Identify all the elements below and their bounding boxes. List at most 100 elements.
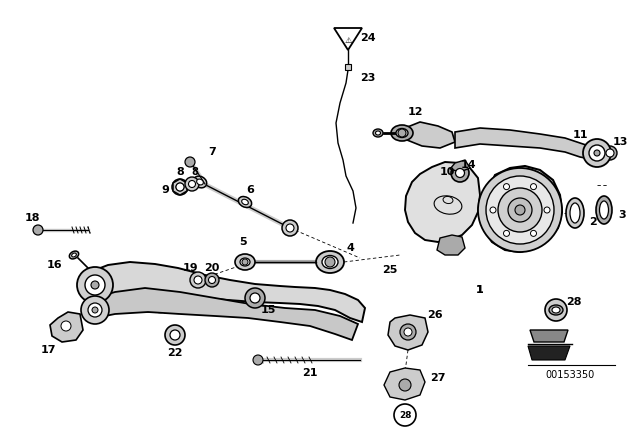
Ellipse shape: [376, 131, 381, 135]
Text: 26: 26: [427, 310, 443, 320]
Circle shape: [85, 275, 105, 295]
Polygon shape: [405, 162, 480, 242]
Text: 3: 3: [618, 210, 626, 220]
Text: 15: 15: [260, 305, 276, 315]
Text: 10: 10: [439, 167, 454, 177]
Ellipse shape: [606, 149, 614, 157]
Circle shape: [242, 259, 248, 265]
Text: 23: 23: [360, 73, 376, 83]
Circle shape: [504, 230, 509, 237]
Circle shape: [508, 198, 532, 222]
Ellipse shape: [549, 305, 563, 315]
Circle shape: [194, 276, 202, 284]
Text: 8: 8: [176, 167, 184, 177]
Circle shape: [545, 299, 567, 321]
Ellipse shape: [72, 253, 76, 257]
Circle shape: [594, 150, 600, 156]
Ellipse shape: [240, 258, 250, 266]
Ellipse shape: [196, 179, 204, 185]
Circle shape: [400, 324, 416, 340]
Circle shape: [33, 225, 43, 235]
Circle shape: [189, 181, 195, 188]
Text: 12: 12: [407, 107, 423, 117]
Text: 4: 4: [346, 243, 354, 253]
Circle shape: [515, 205, 525, 215]
Circle shape: [531, 230, 536, 237]
Circle shape: [398, 129, 406, 137]
Circle shape: [165, 325, 185, 345]
Ellipse shape: [396, 129, 408, 138]
Circle shape: [170, 330, 180, 340]
Polygon shape: [345, 64, 351, 70]
Polygon shape: [384, 368, 425, 400]
Text: 18: 18: [24, 213, 40, 223]
Circle shape: [531, 184, 536, 190]
Text: 16: 16: [47, 260, 63, 270]
Polygon shape: [388, 315, 428, 350]
Text: 19: 19: [182, 263, 198, 273]
Circle shape: [504, 184, 509, 190]
Circle shape: [77, 267, 113, 303]
Ellipse shape: [552, 307, 560, 313]
Text: 22: 22: [167, 348, 183, 358]
Text: 11: 11: [572, 130, 588, 140]
Text: 28: 28: [566, 297, 582, 307]
Circle shape: [250, 293, 260, 303]
Circle shape: [245, 288, 265, 308]
Circle shape: [583, 139, 611, 167]
Circle shape: [490, 207, 496, 213]
Text: 13: 13: [612, 137, 628, 147]
Polygon shape: [481, 166, 562, 252]
Circle shape: [88, 303, 102, 317]
Ellipse shape: [235, 254, 255, 270]
Ellipse shape: [316, 251, 344, 273]
Text: 9: 9: [161, 185, 169, 195]
Polygon shape: [528, 346, 570, 360]
Ellipse shape: [570, 203, 580, 223]
Ellipse shape: [596, 196, 612, 224]
Circle shape: [176, 183, 184, 191]
Polygon shape: [437, 235, 465, 255]
Text: 8: 8: [191, 167, 198, 177]
Circle shape: [486, 176, 554, 244]
Circle shape: [185, 157, 195, 167]
Ellipse shape: [566, 198, 584, 228]
Polygon shape: [90, 262, 365, 322]
Text: 28: 28: [399, 410, 412, 419]
Circle shape: [209, 276, 216, 284]
Text: 5: 5: [239, 237, 247, 247]
Circle shape: [81, 296, 109, 324]
Circle shape: [404, 328, 412, 336]
Polygon shape: [405, 122, 455, 148]
Text: 1: 1: [476, 285, 484, 295]
Circle shape: [172, 179, 188, 195]
Text: 6: 6: [246, 185, 254, 195]
Circle shape: [394, 404, 416, 426]
Text: 2: 2: [589, 217, 597, 227]
Circle shape: [91, 281, 99, 289]
Circle shape: [589, 145, 605, 161]
Circle shape: [456, 168, 465, 177]
Circle shape: [205, 273, 219, 287]
Circle shape: [61, 321, 71, 331]
Ellipse shape: [238, 197, 252, 207]
Ellipse shape: [242, 199, 248, 205]
Circle shape: [498, 188, 542, 232]
Polygon shape: [450, 160, 470, 172]
Polygon shape: [50, 312, 83, 342]
Ellipse shape: [69, 251, 79, 259]
Text: 7: 7: [208, 147, 216, 157]
Circle shape: [253, 355, 263, 365]
Circle shape: [544, 207, 550, 213]
Circle shape: [282, 220, 298, 236]
Text: 20: 20: [204, 263, 220, 273]
Text: 24: 24: [360, 33, 376, 43]
Ellipse shape: [391, 125, 413, 141]
Circle shape: [451, 164, 469, 182]
Circle shape: [399, 379, 411, 391]
Ellipse shape: [322, 255, 338, 268]
Circle shape: [478, 168, 562, 252]
Text: 17: 17: [40, 345, 56, 355]
Polygon shape: [173, 179, 187, 195]
Polygon shape: [530, 330, 568, 342]
